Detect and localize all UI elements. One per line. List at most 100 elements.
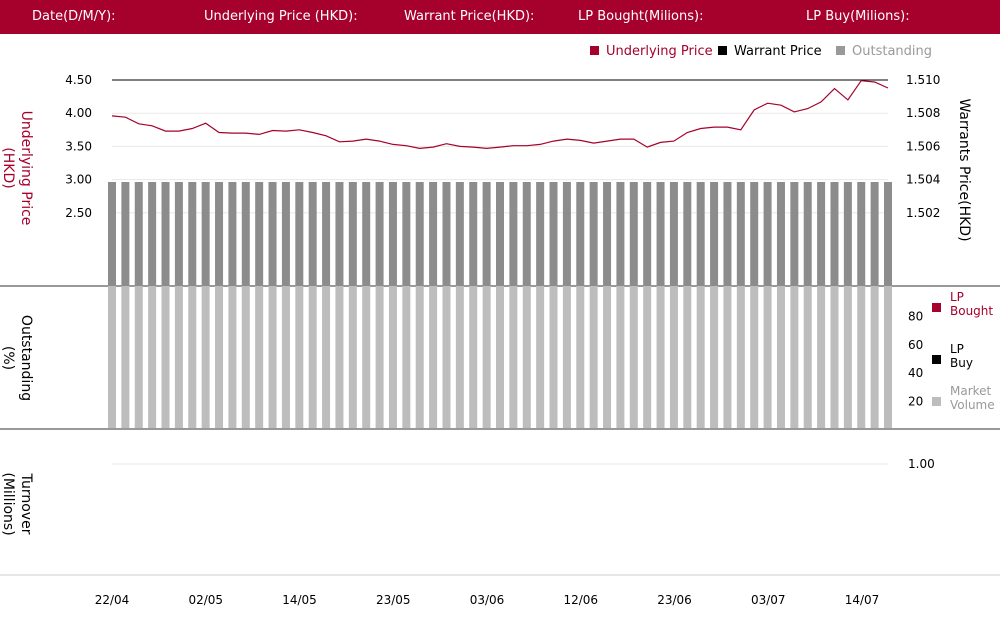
outstanding-bar bbox=[455, 286, 464, 428]
y2-tick-label: 1.508 bbox=[906, 106, 940, 120]
legend-swatch bbox=[718, 46, 727, 55]
outstanding-bar bbox=[228, 286, 237, 428]
legend-label: LP bbox=[950, 342, 964, 356]
outstanding-bar bbox=[843, 182, 852, 286]
turnover-axis-title-line: Turnover bbox=[18, 473, 34, 535]
outstanding-bar bbox=[482, 182, 491, 286]
outstanding-bar bbox=[803, 286, 812, 428]
outstanding-bar bbox=[710, 286, 719, 428]
outstanding-bar bbox=[790, 286, 799, 428]
outstanding-bar bbox=[496, 182, 504, 286]
outstanding-bar bbox=[857, 182, 866, 286]
outstanding-bar bbox=[442, 182, 451, 286]
legend-label: Bought bbox=[950, 304, 993, 318]
outstanding-bar bbox=[295, 286, 304, 428]
outstanding-bar bbox=[429, 182, 438, 286]
outstanding-bar bbox=[776, 182, 785, 286]
outstanding-bar bbox=[335, 286, 344, 428]
outstanding-bar bbox=[281, 286, 290, 428]
outstanding-bar bbox=[763, 286, 772, 428]
x-tick-label: 03/06 bbox=[470, 593, 505, 607]
outstanding-bar bbox=[295, 182, 304, 286]
outstanding-bar bbox=[857, 286, 866, 428]
outstanding-bar bbox=[161, 182, 170, 286]
outstanding-bar bbox=[201, 182, 210, 286]
turnover-axis-title-line: (Millions) bbox=[0, 472, 16, 535]
outstanding-bar bbox=[683, 182, 692, 286]
outstanding-tick-label: 60 bbox=[908, 338, 923, 352]
outstanding-bar bbox=[348, 286, 357, 428]
outstanding-bar bbox=[469, 286, 478, 428]
y2-tick-label: 1.510 bbox=[906, 73, 940, 87]
outstanding-bar bbox=[696, 182, 705, 286]
legend-swatch bbox=[836, 46, 845, 55]
outstanding-bar bbox=[870, 182, 879, 286]
legend-swatch bbox=[932, 303, 941, 312]
outstanding-bar bbox=[843, 286, 852, 428]
outstanding-bar bbox=[603, 182, 612, 286]
outstanding-bar bbox=[241, 182, 250, 286]
outstanding-bar bbox=[643, 286, 652, 428]
outstanding-bar bbox=[188, 182, 197, 286]
outstanding-bar bbox=[669, 286, 678, 428]
outstanding-bar bbox=[710, 182, 719, 286]
outstanding-bar bbox=[803, 182, 812, 286]
outstanding-bar bbox=[830, 286, 839, 428]
outstanding-bar bbox=[281, 182, 290, 286]
legend-swatch bbox=[932, 355, 941, 364]
outstanding-bar bbox=[817, 286, 826, 428]
lp-buy-label: LP Buy(Milions): bbox=[806, 9, 910, 24]
outstanding-bar bbox=[723, 182, 732, 286]
outstanding-bar bbox=[696, 286, 705, 428]
outstanding-bar bbox=[148, 286, 157, 428]
outstanding-bar bbox=[121, 286, 130, 428]
outstanding-bar bbox=[108, 182, 116, 286]
outstanding-bar bbox=[228, 182, 237, 286]
outstanding-bar bbox=[255, 286, 264, 428]
outstanding-bar bbox=[576, 182, 585, 286]
outstanding-bar bbox=[348, 182, 357, 286]
outstanding-bar bbox=[509, 286, 518, 428]
outstanding-bar bbox=[562, 182, 571, 286]
outstanding-bar bbox=[148, 182, 157, 286]
outstanding-bar bbox=[669, 182, 678, 286]
outstanding-bar bbox=[509, 182, 518, 286]
outstanding-bar bbox=[549, 286, 558, 428]
y2-tick-label: 1.506 bbox=[906, 139, 940, 153]
outstanding-bar bbox=[215, 182, 224, 286]
y-tick-label: 3.50 bbox=[65, 139, 92, 153]
outstanding-bar bbox=[308, 286, 317, 428]
outstanding-bar bbox=[335, 182, 344, 286]
x-tick-label: 14/07 bbox=[845, 593, 880, 607]
outstanding-bar bbox=[174, 182, 183, 286]
x-tick-label: 03/07 bbox=[751, 593, 786, 607]
outstanding-bar bbox=[576, 286, 585, 428]
x-tick-label: 23/06 bbox=[657, 593, 692, 607]
outstanding-bar bbox=[375, 286, 384, 428]
legend-label: Volume bbox=[950, 398, 995, 412]
outstanding-axis-title-line: (%) bbox=[0, 346, 16, 370]
outstanding-bar bbox=[562, 286, 571, 428]
y-tick-label: 4.00 bbox=[65, 106, 92, 120]
legend-label: Market bbox=[950, 384, 992, 398]
outstanding-tick-label: 40 bbox=[908, 366, 923, 380]
date-label: Date(D/M/Y): bbox=[32, 9, 116, 24]
outstanding-bar bbox=[884, 182, 892, 286]
outstanding-bar bbox=[482, 286, 491, 428]
warrant-chart: Underlying Price Warrant Price Outstanding… bbox=[0, 44, 1000, 607]
legend-label: Outstanding bbox=[852, 44, 932, 59]
outstanding-bar bbox=[723, 286, 732, 428]
outstanding-bar bbox=[884, 286, 892, 428]
y-axis-title: Underlying Price(HKD) bbox=[0, 111, 34, 226]
x-tick-label: 23/05 bbox=[376, 593, 411, 607]
outstanding-bar bbox=[442, 286, 451, 428]
outstanding-bar bbox=[322, 182, 331, 286]
outstanding-bar bbox=[388, 182, 397, 286]
outstanding-bar bbox=[817, 182, 826, 286]
outstanding-bar bbox=[108, 286, 116, 428]
legend-label: Buy bbox=[950, 356, 973, 370]
y-tick-label: 4.50 bbox=[65, 73, 92, 87]
outstanding-bar bbox=[268, 286, 277, 428]
outstanding-bar bbox=[536, 286, 545, 428]
outstanding-bar bbox=[188, 286, 197, 428]
